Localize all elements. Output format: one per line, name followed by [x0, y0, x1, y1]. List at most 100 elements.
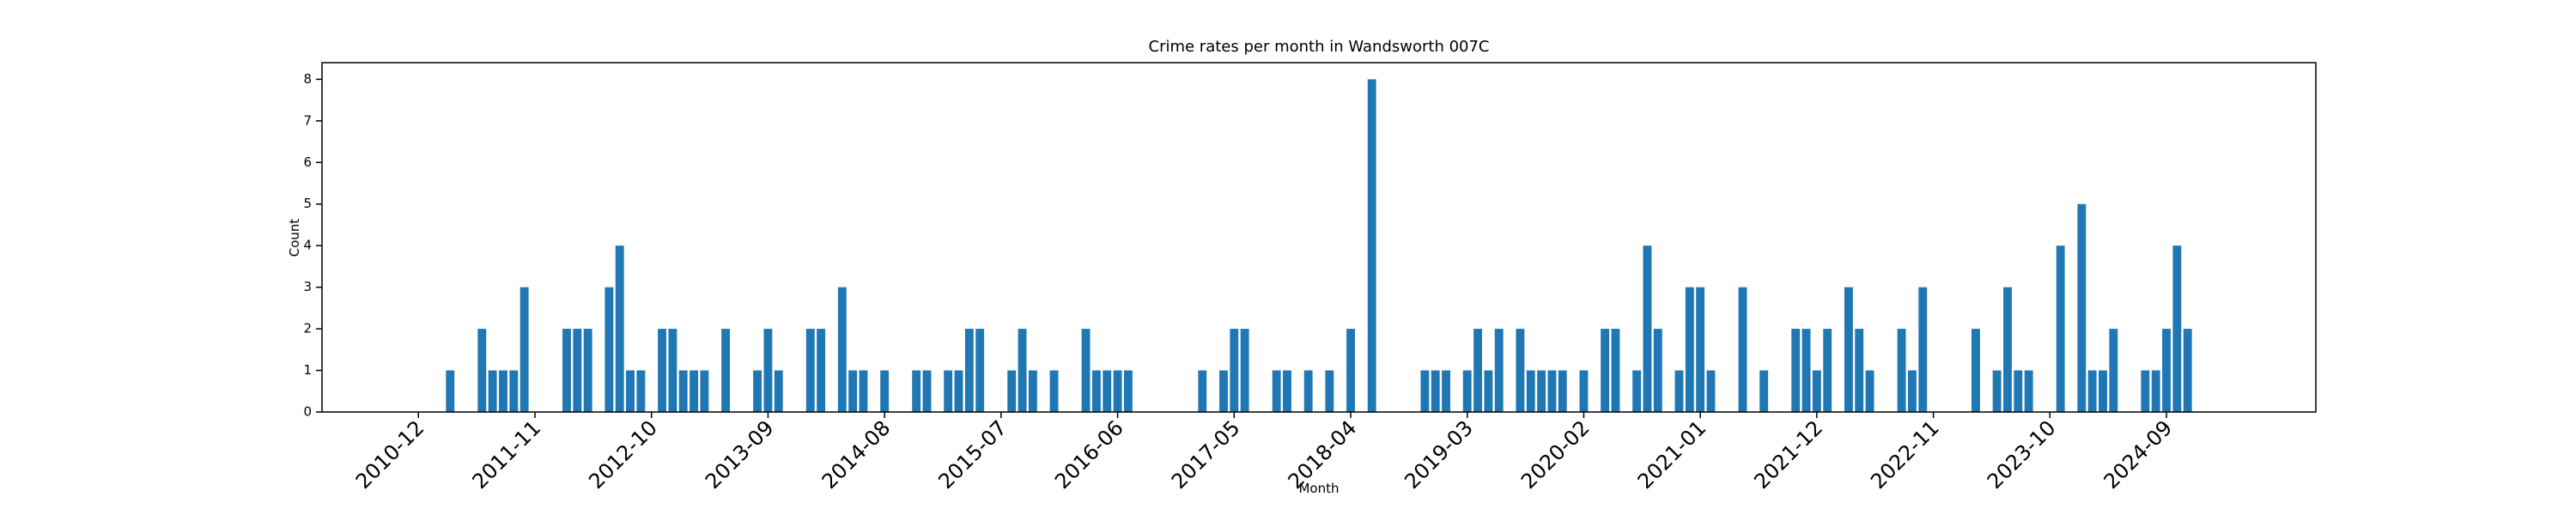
bar — [2077, 203, 2087, 412]
bar — [1674, 370, 1684, 412]
bar — [912, 370, 921, 412]
chart-title: Crime rates per month in Wandsworth 007C — [1149, 38, 1490, 56]
bar — [1049, 370, 1059, 412]
y-axis-label: Count — [287, 219, 302, 258]
bar — [817, 329, 826, 412]
bar — [678, 370, 688, 412]
bar — [1484, 370, 1493, 412]
bar — [605, 287, 614, 412]
y-tick-label: 4 — [303, 238, 312, 253]
bar — [499, 370, 507, 412]
y-tick-label: 1 — [303, 362, 312, 378]
bar — [1685, 287, 1694, 412]
bar — [2087, 370, 2097, 412]
y-tick-label: 0 — [303, 404, 312, 420]
bar — [519, 287, 529, 412]
bar — [763, 329, 773, 412]
bar — [668, 329, 677, 412]
bar — [1759, 370, 1769, 412]
bar — [774, 370, 783, 412]
bar — [975, 329, 985, 412]
x-tick-label: 2024-09 — [2099, 415, 2178, 494]
bar — [1103, 370, 1112, 412]
bar — [1643, 245, 1652, 412]
bar — [690, 370, 698, 412]
bar — [1897, 329, 1906, 412]
bar — [700, 370, 709, 412]
bar — [2183, 329, 2192, 412]
bar — [1537, 370, 1546, 412]
bar — [859, 370, 868, 412]
y-tick-label: 6 — [303, 154, 312, 170]
bar — [1971, 329, 1980, 412]
bar — [1346, 329, 1355, 412]
bar — [1198, 370, 1207, 412]
y-tick-label: 5 — [303, 196, 312, 211]
bar — [1907, 370, 1917, 412]
bar — [2056, 245, 2065, 412]
x-tick-label: 2023-10 — [1983, 415, 2061, 494]
bar — [1865, 370, 1874, 412]
bar — [446, 370, 455, 412]
bar — [626, 370, 635, 412]
bar — [636, 370, 646, 412]
bar — [2003, 287, 2012, 412]
bar — [2024, 370, 2033, 412]
bar — [1007, 370, 1017, 412]
bar — [1091, 370, 1101, 412]
bar — [1823, 329, 1832, 412]
x-tick-label: 2017-05 — [1167, 415, 1245, 494]
bar — [2109, 329, 2118, 412]
bar — [805, 329, 815, 412]
bar — [880, 370, 890, 412]
bar — [658, 329, 666, 412]
bar — [1855, 329, 1864, 412]
x-tick-label: 2013-09 — [701, 415, 779, 494]
bar — [1325, 370, 1334, 412]
x-tick-label: 2016-06 — [1050, 415, 1128, 494]
bar — [477, 329, 487, 412]
bar — [562, 329, 571, 412]
x-tick-label: 2014-08 — [817, 415, 896, 494]
bar — [488, 370, 497, 412]
bar — [1791, 329, 1801, 412]
x-tick-label: 2021-12 — [1749, 415, 1827, 494]
bar — [1462, 370, 1472, 412]
axes-frame — [321, 62, 2317, 413]
bar — [1801, 329, 1811, 412]
bar — [1431, 370, 1440, 412]
y-tick-label: 2 — [303, 321, 312, 336]
bar — [1303, 370, 1313, 412]
bar — [1283, 370, 1291, 412]
bar — [1494, 329, 1504, 412]
bar — [954, 370, 963, 412]
bar — [1526, 370, 1535, 412]
bar — [753, 370, 762, 412]
x-tick-label: 2019-03 — [1400, 415, 1478, 494]
bar — [1367, 79, 1376, 412]
bar — [1018, 329, 1027, 412]
bar — [922, 370, 932, 412]
bar — [1844, 287, 1853, 412]
bar — [1113, 370, 1122, 412]
bar — [1812, 370, 1821, 412]
bar — [509, 370, 519, 412]
bar — [1579, 370, 1589, 412]
x-tick-label: 2012-10 — [584, 415, 662, 494]
y-tick-label: 8 — [303, 71, 312, 87]
x-tick-label: 2011-11 — [468, 415, 546, 494]
bar — [573, 329, 582, 412]
bar — [615, 245, 624, 412]
bar — [1123, 370, 1133, 412]
bar — [1547, 370, 1557, 412]
bar — [1240, 329, 1249, 412]
bar — [837, 287, 847, 412]
bar — [1738, 287, 1747, 412]
bar — [1442, 370, 1450, 412]
bar — [1696, 287, 1705, 412]
bar — [2141, 370, 2150, 412]
x-tick-label: 2022-11 — [1866, 415, 1944, 494]
x-tick-label: 2015-07 — [933, 415, 1012, 494]
bar — [1516, 329, 1525, 412]
